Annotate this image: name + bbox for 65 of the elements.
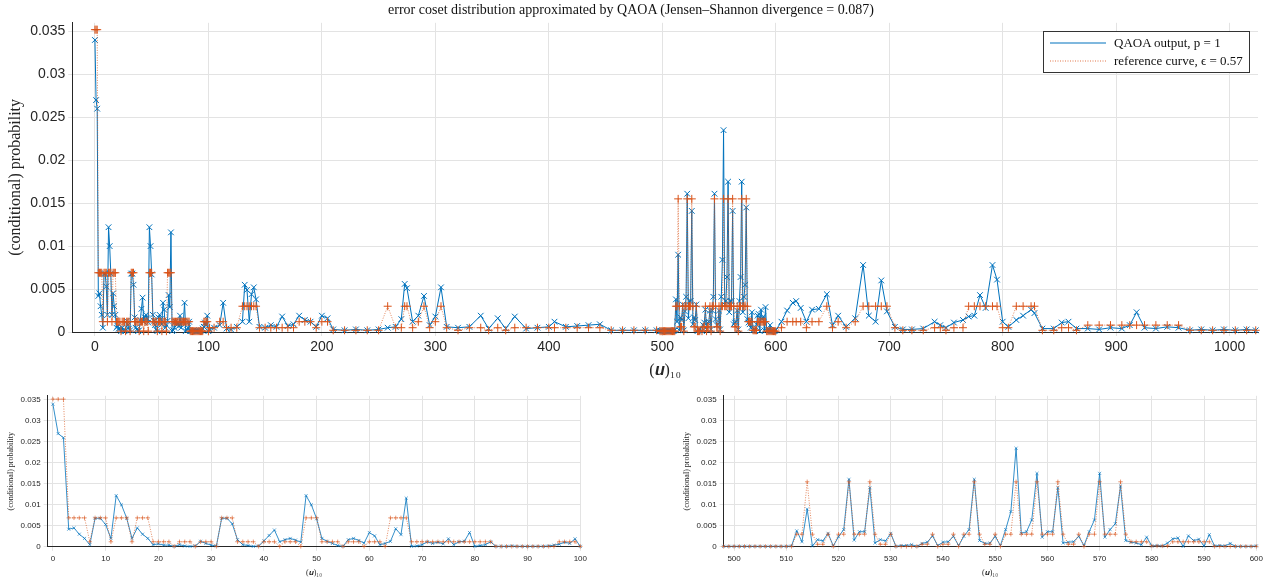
x-tick-label: 0 bbox=[91, 338, 100, 355]
y-tick-label: 0.02 bbox=[25, 458, 42, 468]
y-tick-label: 0.005 bbox=[20, 521, 42, 531]
x-tick-label: 500 bbox=[650, 338, 675, 355]
y-tick-label: 0.015 bbox=[20, 479, 42, 489]
x-tick-label: 590 bbox=[1197, 553, 1212, 563]
y-tick-label: 0.035 bbox=[30, 22, 66, 39]
x-tick-label: 530 bbox=[884, 553, 898, 563]
x-tick-label: 800 bbox=[991, 338, 1015, 355]
x-tick-label: 540 bbox=[936, 553, 951, 563]
y-tick-label: 0.03 bbox=[25, 416, 42, 426]
x-tick-label: 90 bbox=[523, 553, 533, 563]
x-tick-label: 200 bbox=[310, 338, 334, 355]
x-tick-label: 1000 bbox=[1214, 338, 1246, 355]
y-axis-title: (conditional) probability bbox=[681, 432, 691, 511]
x-axis-title: (𝒖)₁₀ bbox=[649, 360, 682, 379]
y-tick-label: 0.025 bbox=[696, 437, 718, 447]
y-tick-label: 0.035 bbox=[20, 395, 42, 405]
y-tick-label: 0.025 bbox=[30, 108, 66, 125]
x-tick-label: 550 bbox=[988, 553, 1003, 563]
y-tick-label: 0.03 bbox=[37, 65, 66, 82]
x-tick-label: 400 bbox=[537, 338, 561, 355]
y-tick-label: 0.01 bbox=[25, 500, 42, 510]
x-tick-label: 900 bbox=[1104, 338, 1129, 355]
x-tick-label: 30 bbox=[206, 553, 217, 563]
y-tick-label: 0.01 bbox=[37, 236, 66, 253]
y-tick-label: 0.015 bbox=[30, 194, 66, 211]
x-tick-label: 70 bbox=[417, 553, 428, 563]
x-tick-label: 700 bbox=[877, 338, 902, 355]
chart-title: error coset distribution approximated by QAOA (Jensen–Shannon divergence = 0.087) bbox=[388, 2, 875, 19]
y-tick-label: 0.025 bbox=[20, 437, 42, 447]
x-tick-label: 600 bbox=[1249, 553, 1264, 563]
x-tick-label: 580 bbox=[1145, 553, 1160, 563]
y-tick-label: 0 bbox=[57, 322, 66, 339]
y-axis-title: (conditional) probability bbox=[5, 432, 15, 511]
y-tick-label: 0.005 bbox=[696, 521, 718, 531]
x-tick-label: 510 bbox=[779, 553, 794, 563]
x-axis-title: (𝒖)₁₀ bbox=[982, 568, 999, 578]
legend-label: reference curve, ϵ = 0.57 bbox=[1114, 51, 1243, 70]
y-tick-label: 0.01 bbox=[701, 500, 718, 510]
y-tick-label: 0.02 bbox=[37, 151, 66, 168]
x-tick-label: 500 bbox=[727, 553, 742, 563]
x-tick-label: 570 bbox=[1092, 553, 1107, 563]
x-tick-label: 520 bbox=[831, 553, 846, 563]
y-tick-label: 0.035 bbox=[696, 395, 718, 405]
x-tick-label: 20 bbox=[153, 553, 164, 563]
x-tick-label: 60 bbox=[364, 553, 375, 563]
y-tick-label: 0.03 bbox=[701, 416, 718, 426]
x-tick-label: 100 bbox=[196, 338, 221, 355]
x-tick-label: 300 bbox=[423, 338, 448, 355]
y-tick-label: 0.02 bbox=[701, 458, 718, 468]
x-tick-label: 600 bbox=[764, 338, 788, 355]
y-tick-label: 0 bbox=[712, 542, 718, 551]
x-tick-label: 10 bbox=[101, 553, 111, 563]
x-tick-label: 50 bbox=[312, 553, 322, 563]
x-tick-label: 100 bbox=[573, 553, 588, 563]
x-tick-label: 560 bbox=[1040, 553, 1055, 563]
y-tick-label: 0 bbox=[36, 542, 42, 551]
x-tick-label: 80 bbox=[470, 553, 480, 563]
x-tick-label: 40 bbox=[259, 553, 269, 563]
y-tick-label: 0.015 bbox=[696, 479, 718, 489]
x-axis-title: (𝒖)₁₀ bbox=[306, 568, 323, 578]
legend-label: QAOA output, p = 1 bbox=[1114, 33, 1221, 52]
y-tick-label: 0.005 bbox=[30, 279, 66, 296]
y-axis-title: (conditional) probability bbox=[5, 98, 24, 256]
